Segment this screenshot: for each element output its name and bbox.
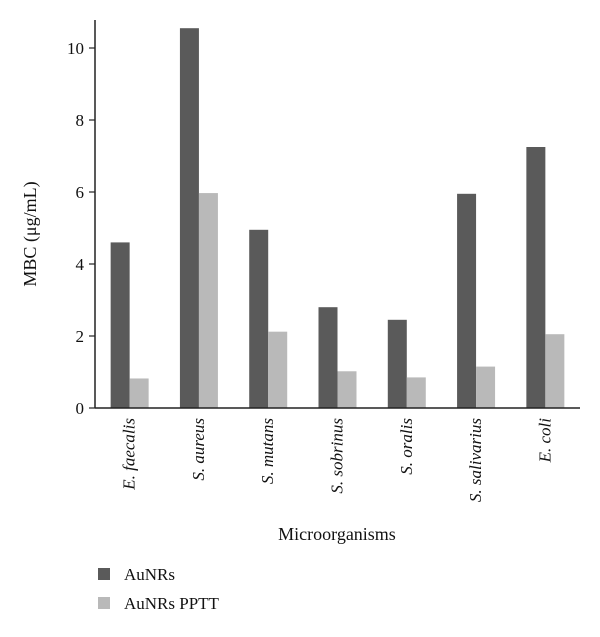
legend: AuNRs AuNRs PPTT [98,565,220,613]
y-tick-label: 6 [76,183,85,202]
x-axis-title: Microorganisms [278,524,396,544]
x-category-label: E. coli [535,418,554,464]
x-category-label: S. aureus [189,418,208,481]
y-tick-label: 2 [76,327,85,346]
x-category-label: S. salivarius [466,418,485,502]
y-axis-title: MBC (μg/mL) [20,181,41,286]
x-axis-category-labels: E. faecalis S. aureus S. mutans S. sobrinus… [120,418,555,502]
x-category-label: S. oralis [397,418,416,475]
y-axis-ticks: 0 2 4 6 8 10 [67,39,95,418]
bar-aunrs-pptt [476,366,496,408]
x-category-label: S. mutans [258,418,277,485]
bar-aunrs-pptt [406,377,426,408]
bar-aunrs-pptt [268,331,288,408]
y-tick-label: 4 [76,255,85,274]
bar-aunrs [457,193,477,408]
x-category-label: S. sobrinus [328,418,347,494]
y-tick-label: 8 [76,111,85,130]
y-tick-label: 10 [67,39,84,58]
bar-aunrs [526,147,546,408]
bar-aunrs [387,319,407,408]
bar-aunrs [179,28,199,408]
legend-label: AuNRs PPTT [124,594,220,613]
legend-swatch [98,597,110,609]
bar-aunrs [249,229,269,408]
bar-aunrs [110,242,130,408]
bar-aunrs-pptt [198,193,218,408]
legend-swatch [98,568,110,580]
bar-aunrs-pptt [337,371,357,408]
y-tick-label: 0 [76,399,85,418]
x-category-label: E. faecalis [120,418,139,491]
bar-aunrs-pptt [545,334,565,408]
legend-label: AuNRs [124,565,175,584]
bar-aunrs [318,307,338,408]
bar-aunrs-pptt [129,378,149,408]
bars [110,28,565,408]
